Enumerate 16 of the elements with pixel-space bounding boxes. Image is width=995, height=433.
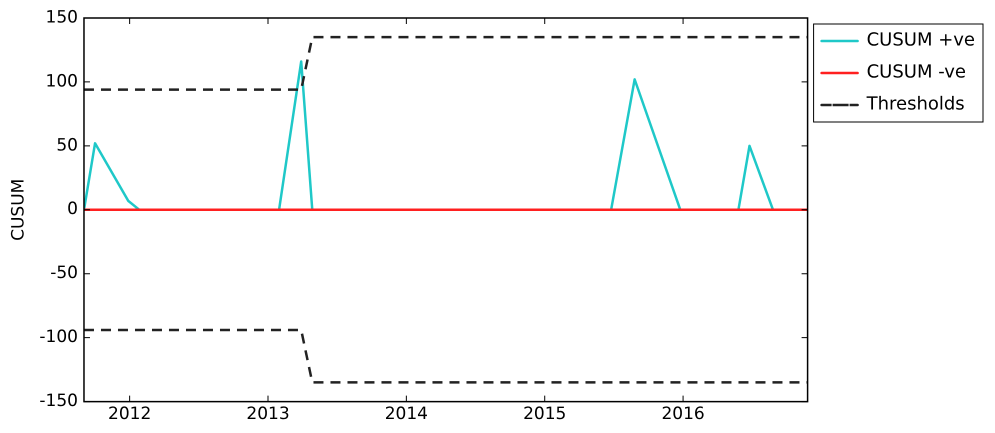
x-tick-label: 2013: [246, 404, 290, 424]
legend-label: CUSUM -ve: [866, 62, 966, 83]
y-tick-label: -150: [39, 391, 78, 412]
y-tick-label: 50: [56, 135, 78, 156]
y-tick-label: 150: [46, 7, 78, 28]
legend-label: CUSUM +ve: [866, 30, 975, 51]
legend-label: Thresholds: [866, 94, 965, 115]
y-axis-title: CUSUM: [8, 178, 29, 241]
y-tick-label: -100: [39, 327, 78, 348]
x-tick-label: 2014: [384, 404, 428, 424]
y-tick-label: -50: [50, 263, 78, 284]
x-tick-label: 2012: [108, 404, 152, 424]
y-tick-label: 100: [46, 71, 78, 92]
x-tick-label: 2015: [523, 404, 566, 424]
x-tick-label: 2016: [661, 404, 705, 424]
y-tick-label: 0: [67, 199, 78, 220]
